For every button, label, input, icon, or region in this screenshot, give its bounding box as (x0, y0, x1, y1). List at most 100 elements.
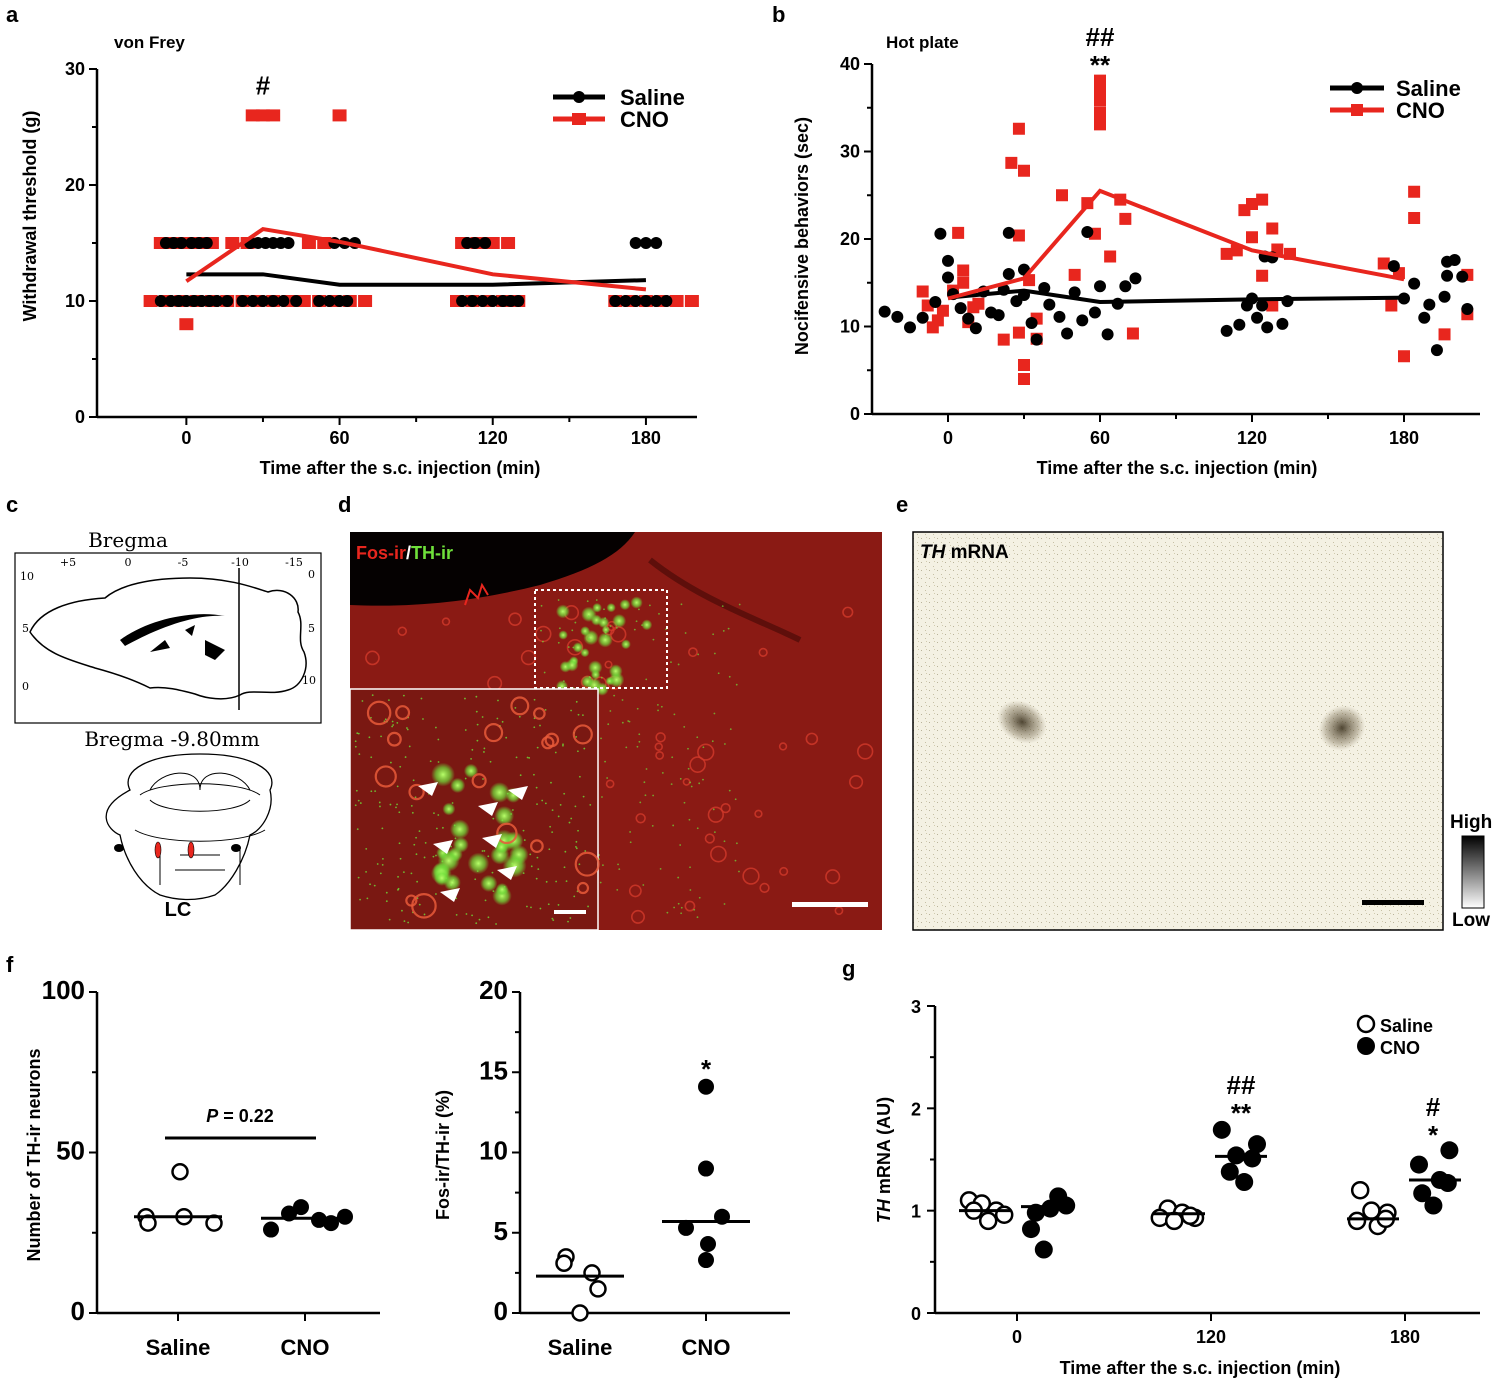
inset-green-dot (356, 828, 359, 831)
vessel-mark (464, 582, 489, 606)
cno-point (1018, 359, 1030, 371)
d-legend-label: Fos-ir/TH-ir (356, 543, 453, 563)
green-dot (617, 863, 619, 866)
inset-green-dot (464, 729, 467, 731)
inset-green-dot (554, 751, 557, 754)
inset-green-dot (376, 863, 379, 865)
inset-green-dot (533, 726, 536, 729)
inset-green-dot (396, 721, 399, 724)
green-dot (638, 733, 641, 736)
sagittal-brain-outline (29, 577, 307, 700)
cno-point (1266, 222, 1279, 235)
green-dot (670, 661, 672, 664)
green-dot (557, 641, 560, 644)
cno-point (266, 109, 281, 122)
inset-green-dot (523, 839, 526, 841)
ish-scale-bar (1362, 900, 1424, 905)
atlas-tick-left: 0 (22, 680, 29, 693)
inset-green-dot (357, 876, 360, 879)
saline-point (969, 322, 982, 335)
green-dot (689, 866, 691, 869)
inset-green-dot (555, 880, 558, 883)
y-tick-label: 10 (840, 317, 860, 337)
inset-green-dot (357, 799, 360, 802)
inset-green-dot (402, 694, 405, 697)
inset-green-dot (474, 878, 477, 881)
chart-f-th-neurons: Saline CNO 0 50 100 Number of TH-ir neurons P … (24, 975, 380, 1360)
inset-green-dot (514, 706, 517, 709)
green-dot (625, 746, 628, 749)
inset-green-dot (483, 850, 486, 852)
saline-point (609, 295, 622, 307)
green-dot (641, 624, 643, 626)
green-dot (574, 621, 577, 624)
panel-c-atlas: Bregma +5 0 -5 -10 -15 10 5 0 0 5 10 Bre… (14, 528, 322, 921)
green-dot (557, 599, 560, 601)
cno-point (972, 297, 985, 310)
saline-point (994, 1205, 1014, 1225)
inset-green-dot (529, 853, 532, 856)
legend-cno-marker (572, 113, 586, 125)
cno-point (1094, 107, 1106, 119)
inset-green-dot (435, 726, 437, 729)
inset-green-cell (431, 762, 455, 787)
y-tick-label: 20 (65, 175, 85, 195)
green-cell (597, 632, 613, 648)
inset-green-dot (399, 765, 402, 768)
saline-point (154, 295, 167, 307)
cno-point (1018, 373, 1030, 385)
inset-green-dot (359, 898, 361, 901)
green-dot (688, 818, 691, 821)
inset-red-cell (496, 822, 518, 845)
inset-green-dot (577, 713, 580, 716)
y-tick-label: 3 (911, 997, 921, 1017)
y-tick-label: 100 (42, 975, 85, 1005)
saline-point (1129, 272, 1142, 285)
inset-green-dot (399, 857, 402, 860)
inset-green-dot (575, 845, 577, 848)
cno-point (1094, 94, 1106, 107)
red-cell (397, 626, 407, 636)
inset-green-dot (550, 781, 552, 784)
inset-red-cell (510, 696, 530, 716)
inset-red-cell (544, 732, 560, 748)
green-cell (630, 596, 643, 609)
y-tick-label: 0 (71, 1296, 85, 1326)
inset-green-dot (365, 871, 367, 873)
green-dot (657, 709, 659, 712)
inset-red-cell (366, 700, 392, 726)
legend-cno-label: CNO (620, 107, 669, 132)
inset-green-dot (429, 760, 432, 763)
significance-stars: * (1428, 1120, 1439, 1150)
saline-point (992, 309, 1005, 322)
ventricle-dark-region (350, 532, 635, 606)
inset-green-cell (449, 819, 470, 840)
inset-green-dot (563, 792, 566, 795)
green-dot (658, 612, 660, 615)
green-cell (590, 670, 601, 680)
green-dot (567, 646, 570, 648)
red-cell (710, 845, 727, 863)
panel-label-c: c (6, 492, 18, 517)
x-category-label: Saline (146, 1335, 211, 1360)
inset-green-dot (501, 720, 504, 723)
green-dot (652, 794, 655, 797)
green-dot (698, 782, 701, 785)
red-cell (697, 743, 715, 761)
ventricle-shapes (150, 625, 225, 660)
green-dot (670, 783, 673, 786)
saline-point (246, 295, 259, 307)
saline-point (978, 1211, 998, 1231)
inset-green-dot (391, 720, 394, 723)
red-cell (605, 779, 615, 789)
green-dot (606, 777, 609, 779)
inset-green-dot (526, 756, 529, 759)
green-dot (680, 603, 683, 606)
inset-green-dot (582, 714, 584, 717)
inset-green-dot (401, 909, 403, 912)
inset-green-dot (415, 853, 418, 856)
cno-point (311, 1211, 327, 1228)
inset-green-dot (437, 814, 440, 816)
inset-green-cell (495, 883, 509, 897)
red-cell (635, 813, 646, 824)
